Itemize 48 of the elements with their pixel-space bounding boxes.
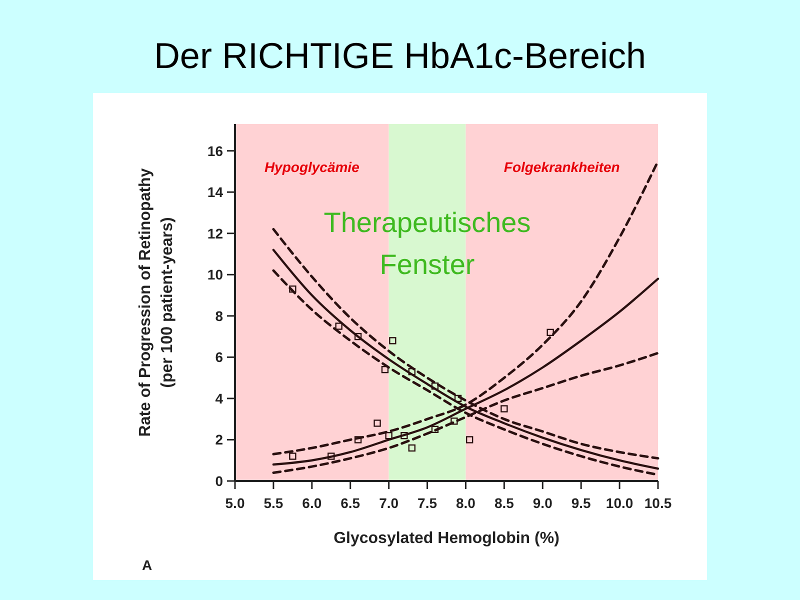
point xyxy=(354,332,362,340)
x-tick-label: 7.0 xyxy=(379,495,399,511)
point xyxy=(454,394,462,402)
point xyxy=(466,436,474,444)
point xyxy=(400,432,408,440)
x-tick-label: 5.5 xyxy=(264,495,284,511)
point xyxy=(408,444,416,452)
x-tick-label: 6.0 xyxy=(302,495,322,511)
point xyxy=(408,368,416,376)
y-tick-label: 12 xyxy=(207,225,224,242)
chart-title: Der RICHTIGE HbA1c-Bereich xyxy=(154,35,646,76)
y-tick-label: 10 xyxy=(207,266,224,283)
x-tick-label: 6.5 xyxy=(340,495,360,511)
x-tick-label: 8.5 xyxy=(494,495,514,511)
x-tick-label: 8.0 xyxy=(456,495,476,511)
point xyxy=(381,366,389,374)
point xyxy=(500,405,508,412)
point xyxy=(546,328,554,336)
y-tick-label: 14 xyxy=(207,184,224,200)
point xyxy=(335,322,342,330)
annotation: Therapeutisches Fenster xyxy=(324,207,531,280)
y-tick-label: 6 xyxy=(215,349,224,366)
band-label: Folgekrankheiten xyxy=(504,159,620,175)
y-tick-label: 8 xyxy=(215,308,224,324)
point xyxy=(289,285,296,293)
x-tick-label: 9.0 xyxy=(532,495,553,511)
point xyxy=(374,420,381,427)
point xyxy=(289,452,296,460)
x-tick-label: 7.5 xyxy=(418,495,438,511)
text: A xyxy=(142,557,152,573)
band-label: Hypoglycämie xyxy=(264,159,360,175)
x-axis-title: Glycosylated Hemoglobin (%) xyxy=(334,530,560,547)
x-tick-label: 10.5 xyxy=(644,495,672,511)
point xyxy=(450,418,458,425)
point xyxy=(431,426,439,434)
point xyxy=(354,436,362,444)
x-tick-label: 9.5 xyxy=(571,495,592,511)
x-tick-label: 5.0 xyxy=(225,495,245,511)
y-tick-label: 0 xyxy=(215,473,224,489)
point xyxy=(431,382,439,390)
point xyxy=(389,337,396,344)
y-axis-title: Rate of Progression of Retinopathy (per 100 patient-years) xyxy=(137,168,176,437)
y-tick-label: 2 xyxy=(215,432,224,448)
y-tick-label: 4 xyxy=(215,390,224,406)
point xyxy=(385,432,392,440)
point xyxy=(328,452,335,460)
x-tick-label: 10.0 xyxy=(606,495,634,511)
y-tick-label: 16 xyxy=(207,142,224,159)
